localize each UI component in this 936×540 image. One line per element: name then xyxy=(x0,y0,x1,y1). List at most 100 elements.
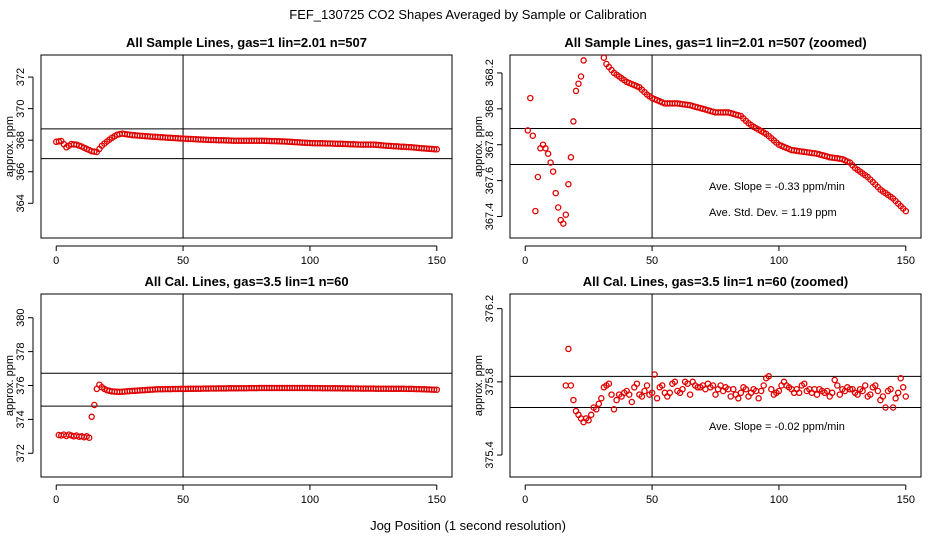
x-tick-label: 150 xyxy=(897,255,915,267)
plot-area xyxy=(510,55,921,238)
data-point xyxy=(854,391,861,398)
x-tick-label: 150 xyxy=(897,494,915,506)
x-tick-label: 50 xyxy=(646,255,658,267)
data-point xyxy=(874,387,882,395)
data-point xyxy=(795,389,803,397)
data-point xyxy=(643,382,651,389)
plot-frame xyxy=(40,293,453,478)
data-point xyxy=(565,180,572,188)
data-point xyxy=(91,401,98,409)
data-point xyxy=(598,395,605,402)
data-point xyxy=(686,391,694,398)
data-point xyxy=(768,385,775,393)
y-tick-label: 367.8 xyxy=(484,131,496,159)
data-point xyxy=(651,371,658,378)
panel-annotation: Ave. Std. Dev. = 1.19 ppm xyxy=(709,207,837,219)
data-point xyxy=(567,154,575,161)
x-tick-label: 150 xyxy=(428,494,446,506)
y-axis-label: approx. ppm xyxy=(4,116,16,177)
y-tick-label: 375.8 xyxy=(484,368,496,396)
panel-title: All Cal. Lines, gas=3.5 lin=1 n=60 xyxy=(144,274,348,289)
data-point xyxy=(859,387,866,395)
data-point xyxy=(879,393,887,400)
y-tick-label: 367.4 xyxy=(484,203,496,231)
data-point xyxy=(801,380,808,387)
data-point xyxy=(892,395,899,402)
data-point xyxy=(572,87,580,95)
data-point xyxy=(889,404,897,411)
x-tick-label: 50 xyxy=(646,494,658,506)
x-tick-label: 100 xyxy=(301,494,319,506)
y-tick-label: 366 xyxy=(15,163,27,181)
data-point xyxy=(902,393,910,400)
data-point xyxy=(846,385,854,393)
data-point xyxy=(433,146,441,153)
data-point xyxy=(532,207,539,215)
x-tick-label: 150 xyxy=(428,255,446,267)
plot-frame xyxy=(40,54,453,239)
data-point xyxy=(760,382,767,389)
data-point xyxy=(834,382,841,389)
data-point xyxy=(757,387,765,395)
data-point xyxy=(638,393,646,400)
data-point xyxy=(628,398,636,406)
data-point xyxy=(527,94,534,102)
panel-annotation: Ave. Slope = -0.33 ppm/min xyxy=(709,181,845,193)
data-point xyxy=(534,173,542,181)
data-point xyxy=(899,384,907,391)
data-point xyxy=(560,220,567,227)
data-point xyxy=(755,395,762,402)
data-point xyxy=(625,391,633,398)
data-point xyxy=(570,396,577,404)
data-point xyxy=(610,406,618,413)
y-tick-label: 380 xyxy=(15,309,27,327)
panel-cal-zoom: All Cal. Lines, gas=3.5 lin=1 n=60 (zoom… xyxy=(473,274,922,506)
data-point xyxy=(433,386,441,393)
data-point xyxy=(565,345,572,353)
panel-title: All Cal. Lines, gas=3.5 lin=1 n=60 (zoom… xyxy=(583,274,849,289)
data-point xyxy=(633,380,641,387)
data-point xyxy=(882,404,889,411)
y-tick-label: 376 xyxy=(15,376,27,394)
data-point xyxy=(430,386,438,393)
data-point xyxy=(547,159,554,166)
y-tick-label: 378 xyxy=(15,342,27,360)
data-point xyxy=(894,389,902,397)
panel-sample-zoom: All Sample Lines, gas=1 lin=2.01 n=507 (… xyxy=(473,35,922,267)
y-axis-label: approx. ppm xyxy=(473,355,485,416)
data-point xyxy=(567,382,575,389)
x-tick-label: 50 xyxy=(177,494,189,506)
y-tick-label: 370 xyxy=(15,99,27,117)
data-point xyxy=(737,389,745,397)
data-point xyxy=(709,382,717,389)
data-point xyxy=(544,150,552,157)
y-tick-label: 372 xyxy=(15,68,27,86)
x-tick-label: 100 xyxy=(770,494,788,506)
y-tick-label: 372 xyxy=(15,444,27,462)
x-tick-label: 100 xyxy=(301,255,319,267)
data-point xyxy=(552,189,559,197)
data-point xyxy=(902,207,910,215)
data-point xyxy=(671,378,679,386)
data-point xyxy=(577,73,585,80)
data-point xyxy=(658,382,666,389)
data-point xyxy=(605,380,613,387)
y-tick-label: 368 xyxy=(484,100,496,118)
panel-annotation: Ave. Slope = -0.02 ppm/min xyxy=(709,421,845,433)
data-point xyxy=(613,396,620,404)
data-point xyxy=(88,413,95,421)
x-tick-label: 50 xyxy=(177,255,189,267)
data-point xyxy=(730,385,737,393)
plot-area xyxy=(510,294,921,477)
y-tick-label: 368.2 xyxy=(484,59,496,87)
data-point xyxy=(712,391,719,398)
data-point xyxy=(91,148,98,155)
panel-title: All Sample Lines, gas=1 lin=2.01 n=507 xyxy=(126,35,367,50)
y-axis-label: approx. ppm xyxy=(473,116,485,177)
data-point xyxy=(580,57,587,64)
data-point xyxy=(562,211,570,218)
data-point xyxy=(641,387,648,395)
data-point xyxy=(653,395,661,402)
data-point xyxy=(524,127,532,134)
